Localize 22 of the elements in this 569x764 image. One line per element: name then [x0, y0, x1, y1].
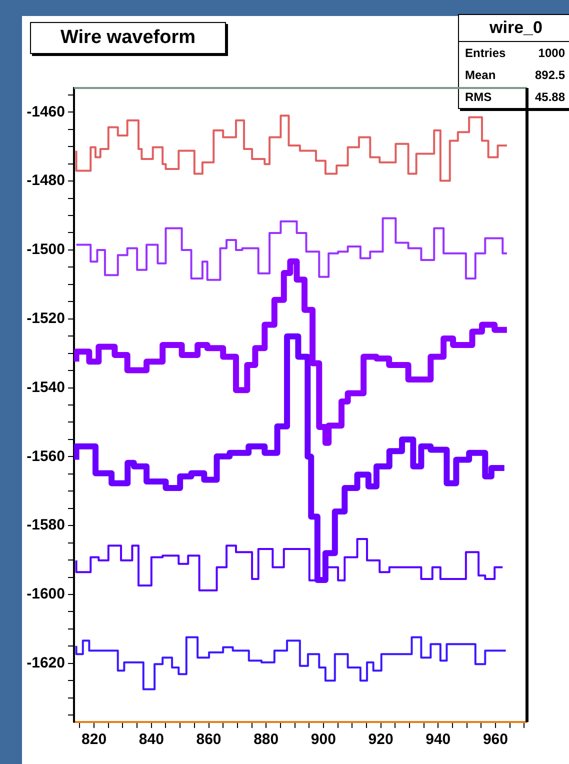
text: RMS 45.88	[465, 90, 565, 104]
y-tick-label: -1500	[26, 241, 65, 258]
y-tick-label: -1540	[26, 378, 65, 396]
chart-title: Wire waveform	[30, 22, 226, 54]
x-tick-label: 960	[482, 731, 508, 748]
y-tick-label: -1620	[26, 654, 65, 672]
y-tick-label: -1580	[26, 516, 65, 534]
y-tick-label: -1460	[26, 103, 65, 120]
y-tick-label: -1560	[26, 448, 65, 465]
text: Entries 1000	[465, 46, 565, 60]
y-tick-label: -1600	[26, 586, 65, 603]
x-tick-label: 880	[254, 731, 279, 748]
text: Mean 892.5	[465, 68, 565, 82]
x-tick-label: 860	[196, 731, 222, 748]
x-tick-label: 940	[426, 731, 451, 748]
text: wire_0	[459, 15, 569, 42]
y-tick-label: -1520	[26, 310, 65, 327]
x-tick-label: 900	[310, 731, 336, 748]
x-tick-label: 840	[138, 731, 164, 748]
y-tick-label: -1480	[26, 172, 65, 190]
x-tick-label: 920	[368, 731, 394, 748]
x-tick-label: 820	[82, 731, 107, 748]
